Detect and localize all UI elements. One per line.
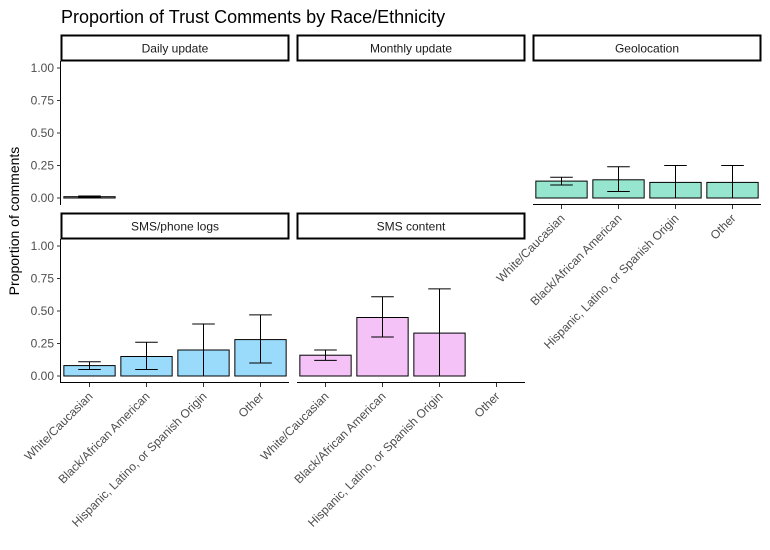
- error-bar-geolocation-hispanic-latino-or-spanish-origin: [664, 165, 687, 199]
- x-tick-label: Other: [235, 389, 266, 420]
- y-tick-label: 0.50: [31, 126, 55, 140]
- y-tick-label: 0.75: [31, 272, 55, 286]
- error-bar-daily-update-white-caucasian: [78, 195, 101, 198]
- y-tick-label: 1.00: [31, 239, 55, 253]
- error-bar-sms-phone-logs-other: [249, 314, 272, 364]
- y-tick-label: 0.00: [31, 369, 55, 383]
- facet-strip-sms-phone-logs: [60, 212, 290, 240]
- facet-strip-daily-update: [60, 34, 290, 62]
- y-tick-label: 0.50: [31, 304, 55, 318]
- error-bar-sms-phone-logs-white-caucasian: [78, 361, 101, 370]
- error-bar-sms-content-white-caucasian: [314, 349, 337, 361]
- facet-label-sms-content: SMS content: [377, 220, 446, 234]
- y-tick-label: 0.25: [31, 159, 55, 173]
- facet-label-geolocation: Geolocation: [615, 42, 679, 56]
- error-bar-geolocation-black-african-american: [607, 166, 630, 192]
- y-tick-label: 1.00: [31, 61, 55, 75]
- panels: Daily update 0.00 0.25 0.50 0.75 1.00 Monthly …: [22, 34, 762, 530]
- facet-strip-monthly-update: [296, 34, 526, 62]
- y-tick-label: 0.75: [31, 94, 55, 108]
- y-tick-label: 0.00: [31, 191, 55, 205]
- error-bar-geolocation-other: [721, 165, 744, 199]
- error-bar-sms-content-black-african-american: [371, 296, 394, 338]
- facet-strip-sms-content: [296, 212, 526, 240]
- error-bar-sms-phone-logs-black-african-american: [135, 341, 158, 370]
- facet-strip-geolocation: [532, 34, 762, 62]
- error-bar-sms-content-hispanic-latino-or-spanish-origin: [428, 288, 451, 377]
- y-tick-label: 0.25: [31, 337, 55, 351]
- chart-title: Proportion of Trust Comments by Race/Eth…: [61, 7, 445, 27]
- y-axis-label: Proportion of comments: [6, 147, 22, 296]
- x-tick-label: Other: [471, 389, 502, 420]
- facet-label-monthly-update: Monthly update: [370, 42, 452, 56]
- facet-label-daily-update: Daily update: [142, 42, 209, 56]
- error-bar-sms-phone-logs-hispanic-latino-or-spanish-origin: [192, 323, 215, 377]
- x-tick-label: Other: [707, 211, 738, 242]
- facet-label-sms-phone-logs: SMS/phone logs: [131, 220, 219, 234]
- error-bar-geolocation-white-caucasian: [550, 176, 573, 186]
